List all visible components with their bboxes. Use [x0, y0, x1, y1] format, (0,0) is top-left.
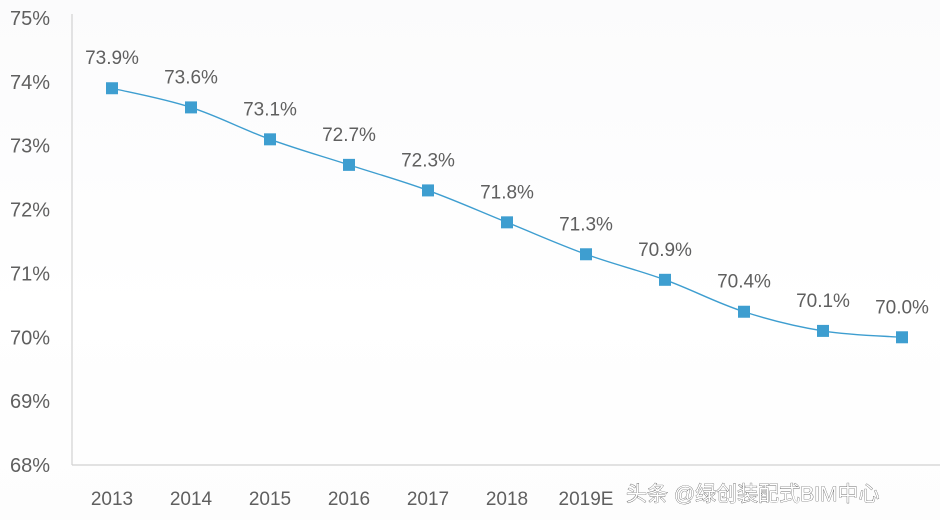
- y-tick-label: 75%: [10, 8, 50, 30]
- y-tick-label: 73%: [10, 136, 50, 158]
- data-point-marker: [422, 184, 434, 197]
- data-point-marker: [580, 248, 592, 261]
- x-tick-label: 2014: [170, 489, 213, 510]
- data-point-marker: [106, 82, 118, 95]
- data-label: 72.7%: [322, 125, 376, 146]
- series-markers: [106, 82, 908, 344]
- data-label: 71.8%: [480, 182, 534, 203]
- x-tick-label: 2013: [91, 489, 133, 510]
- data-point-marker: [501, 216, 513, 229]
- series-line: [111, 87, 903, 338]
- data-point-marker: [264, 133, 276, 146]
- x-tick-label: 2015: [249, 489, 291, 510]
- data-label: 73.6%: [164, 67, 218, 88]
- data-label: 71.3%: [559, 214, 613, 235]
- y-tick-label: 69%: [10, 391, 50, 413]
- x-tick-label: 2019E: [559, 489, 614, 510]
- x-tick-label: 2017: [407, 489, 449, 510]
- x-tick-label: 2016: [328, 489, 370, 510]
- data-label: 70.9%: [638, 240, 692, 261]
- data-label: 70.0%: [875, 297, 929, 318]
- data-point-marker: [185, 101, 197, 114]
- data-point-marker: [738, 305, 750, 318]
- x-tick-label: 2018: [486, 489, 528, 510]
- y-tick-label: 70%: [10, 327, 50, 349]
- y-tick-labels: 75% 74% 73% 72% 71% 70% 69% 68%: [10, 8, 50, 477]
- y-tick-label: 74%: [10, 72, 50, 94]
- y-tick-label: 72%: [10, 200, 50, 222]
- y-tick-label: 71%: [10, 263, 50, 285]
- data-label: 73.9%: [85, 48, 139, 69]
- data-point-marker: [817, 324, 829, 337]
- y-tick-label: 68%: [10, 455, 50, 477]
- data-point-marker: [343, 158, 355, 171]
- data-label: 73.1%: [243, 99, 297, 120]
- data-point-marker: [896, 331, 908, 344]
- x-tick-labels: 2013 2014 2015 2016 2017 2018 2019E: [91, 489, 614, 510]
- data-label: 72.3%: [401, 150, 455, 171]
- watermark-text: 头条 @绿创装配式BIM中心: [626, 483, 880, 506]
- data-labels: 73.9% 73.6% 73.1% 72.7% 72.3% 71.8% 71.3% 70.9%…: [85, 48, 929, 318]
- data-point-marker: [659, 273, 671, 286]
- data-label: 70.1%: [796, 291, 850, 312]
- data-label: 70.4%: [717, 272, 771, 293]
- axes: [71, 14, 940, 466]
